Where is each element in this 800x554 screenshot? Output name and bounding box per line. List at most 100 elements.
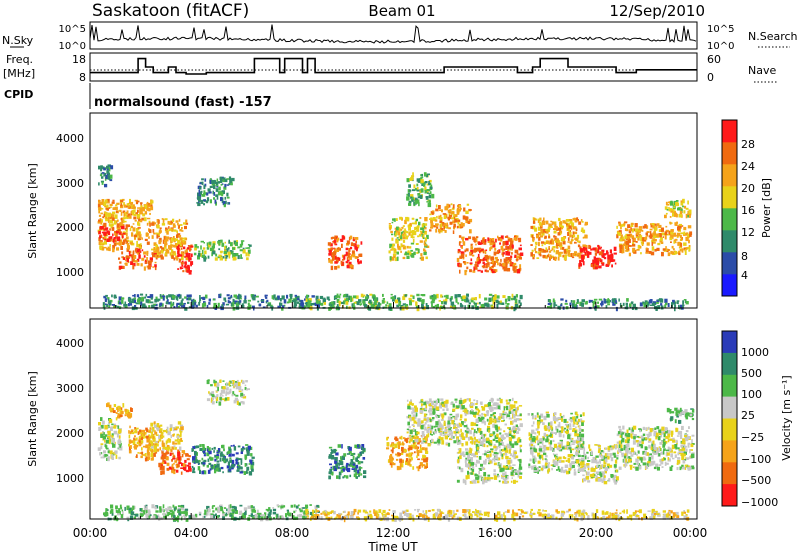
power-cbar-tick-16: 16: [741, 204, 755, 217]
power-colorbar-swatch-7: [722, 120, 737, 143]
velocity-colorbar-frame: [721, 330, 738, 507]
power-region-11: [388, 216, 430, 262]
power-region-10: [305, 293, 523, 312]
power-region-7: [98, 164, 114, 188]
nave-tick-low: 0: [707, 71, 714, 84]
x-axis: 00:00 04:00 08:00 12:00 16:00 20:00 00:0…: [73, 526, 708, 554]
power-yaxis: 1000 2000 3000 4000: [56, 132, 84, 279]
cpid-label: CPID: [4, 88, 33, 101]
power-cbar-tick-24: 24: [741, 160, 755, 173]
x-axis-label: Time UT: [367, 540, 418, 554]
velocity-colorbar-label: Velocity [m s⁻¹]: [780, 375, 793, 460]
velocity-region-14: [616, 425, 695, 471]
power-colorbar-ticks: 4 8 12 16 20 24 28: [741, 138, 755, 282]
date-title: 12/Sep/2010: [609, 2, 705, 20]
power-colorbar-label: Power [dB]: [760, 178, 773, 238]
velocity-ytick-3000: 3000: [56, 382, 84, 395]
nsearch-tick-high: 10^5: [707, 24, 734, 35]
velocity-data: [97, 379, 695, 523]
freq-trace: [90, 57, 697, 75]
velocity-region-11: [456, 444, 523, 485]
power-region-9: [327, 235, 363, 271]
freq-tick-low: 8: [79, 71, 86, 84]
freq-tick-high: 18: [72, 53, 86, 66]
velocity-region-10: [406, 397, 523, 449]
velocity-region-0: [97, 417, 123, 462]
velocity-ylabel: Slant Range [km]: [26, 371, 39, 467]
velocity-cbar-tick-1000: 1000: [741, 346, 769, 359]
velocity-region-9: [386, 435, 429, 472]
xtick-2000: 20:00: [579, 526, 614, 540]
velocity-yaxis: 1000 2000 3000 4000: [56, 337, 84, 485]
freq-frame: [89, 52, 698, 82]
power-colorbar-frame: [721, 119, 738, 297]
velocity-colorbar-swatch-2: [722, 374, 737, 397]
power-data: [97, 164, 693, 312]
velocity-cbar-tick-neg100: −100: [741, 453, 771, 466]
velocity-colorbar-swatch-3: [722, 396, 737, 419]
velocity-cbar-tick-100: 100: [741, 388, 762, 401]
velocity-colorbar-swatch-1: [722, 352, 737, 376]
velocity-cbar-tick-25: 25: [741, 409, 755, 422]
velocity-ytick-1000: 1000: [56, 472, 84, 485]
velocity-colorbar-swatch-4: [722, 418, 737, 441]
power-region-1: [98, 225, 126, 243]
power-cbar-tick-8: 8: [741, 250, 748, 263]
velocity-region-4: [148, 421, 184, 452]
freq-panel: Freq. [MHz] 18 8 60 0 Nave: [3, 52, 778, 84]
power-region-4: [176, 244, 194, 275]
xtick-0400: 04:00: [174, 526, 209, 540]
power-cbar-tick-28: 28: [741, 138, 755, 151]
power-colorbar-swatch-3: [722, 208, 737, 231]
power-region-17: [616, 221, 693, 257]
velocity-colorbar-swatch-6: [722, 462, 737, 485]
cpid-row: CPID normalsound (fast) -157: [4, 83, 272, 110]
station-title: Saskatoon (fitACF): [92, 1, 249, 21]
velocity-region-6: [206, 379, 250, 406]
power-region-12: [428, 203, 473, 234]
velocity-region-8: [328, 444, 367, 480]
power-region-6: [196, 176, 235, 208]
power-ytick-3000: 3000: [56, 177, 84, 190]
velocity-region-3: [158, 448, 192, 475]
xtick-0800: 08:00: [275, 526, 310, 540]
velocity-region-16: [305, 508, 690, 523]
power-cbar-tick-20: 20: [741, 182, 755, 195]
power-ytick-4000: 4000: [56, 132, 84, 145]
power-colorbar-swatch-2: [722, 230, 737, 253]
power-region-5: [193, 239, 252, 262]
power-colorbar-swatch-5: [722, 164, 737, 187]
nave-label: Nave: [748, 64, 776, 77]
velocity-colorbar: [722, 331, 737, 507]
velocity-region-5: [191, 444, 255, 476]
power-colorbar-swatch-1: [722, 252, 737, 275]
velocity-region-15: [666, 407, 695, 424]
freq-label-line1: Freq.: [6, 53, 33, 66]
x-tick-marks: [89, 302, 698, 519]
velocity-region-1: [106, 402, 133, 419]
nsky-tick-high: 10^5: [59, 24, 86, 35]
power-ylabel: Slant Range [km]: [26, 163, 39, 259]
nsky-trace: [89, 24, 697, 44]
power-frame: [89, 112, 698, 309]
power-colorbar-swatch-0: [722, 274, 737, 297]
velocity-cbar-tick-neg25: −25: [741, 431, 764, 444]
power-ytick-1000: 1000: [56, 266, 84, 279]
power-region-3: [151, 218, 189, 261]
velocity-colorbar-swatch-7: [722, 484, 737, 507]
velocity-region-12: [527, 411, 587, 476]
power-region-19: [547, 298, 689, 312]
velocity-colorbar-swatch-0: [722, 331, 737, 354]
velocity-cbar-tick-neg1000: −1000: [741, 496, 778, 509]
nsky-tick-low: 10^0: [59, 41, 86, 52]
xtick-1600: 16:00: [478, 526, 513, 540]
power-region-13: [456, 235, 524, 276]
velocity-colorbar-ticks: 1000 500 100 25 −25 −100 −500 −1000: [741, 346, 778, 509]
power-cbar-tick-4: 4: [741, 269, 748, 282]
xtick-0000: 00:00: [73, 526, 108, 540]
power-colorbar-swatch-4: [722, 186, 737, 209]
velocity-panel: 1000 2000 3000 4000 Slant Range [km] 100…: [26, 318, 793, 523]
power-region-18: [664, 198, 692, 219]
